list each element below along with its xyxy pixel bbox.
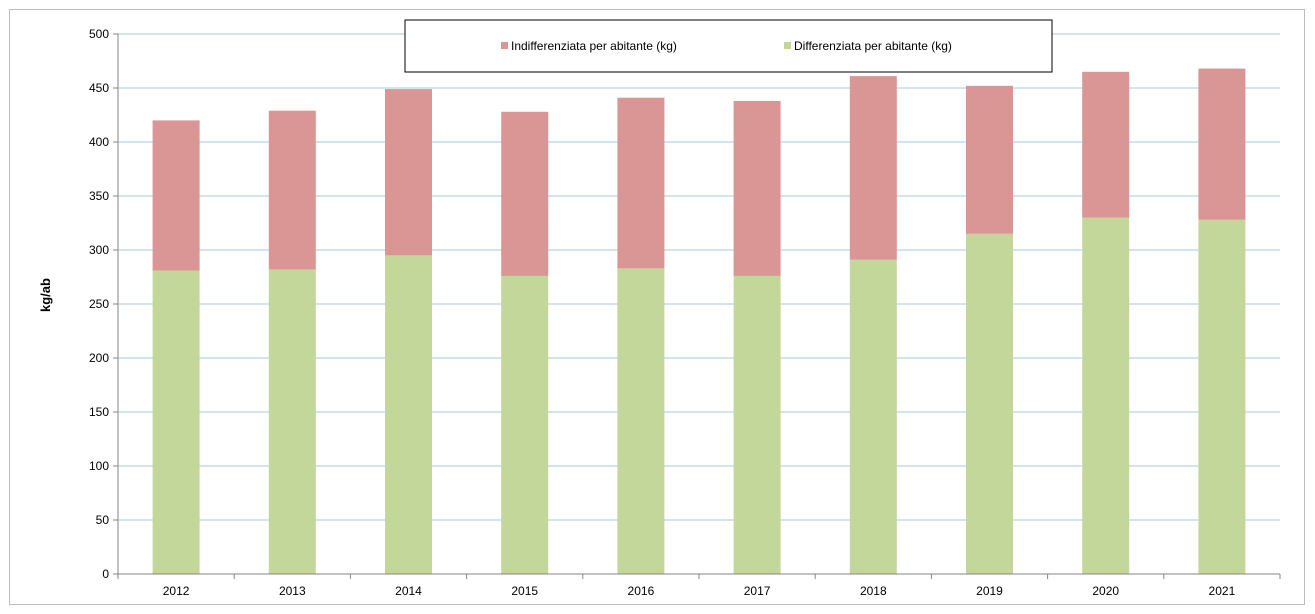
y-tick-label: 450	[89, 81, 109, 95]
bar-differenziata-2019	[966, 233, 1013, 575]
y-tick-label: 300	[89, 243, 109, 257]
x-tick-label: 2017	[744, 584, 771, 598]
bar-indifferenziata-2012	[152, 120, 200, 271]
bar-indifferenziata-2018	[849, 76, 897, 260]
bar-indifferenziata-2017	[733, 100, 781, 276]
bar-differenziata-2013	[268, 269, 316, 574]
bar-indifferenziata-2021	[1198, 68, 1246, 220]
bar-differenziata-2020	[1082, 217, 1130, 574]
y-tick-label: 0	[102, 567, 109, 581]
y-tick-label: 200	[89, 351, 109, 365]
bar-differenziata-2017	[733, 275, 781, 574]
x-tick-label: 2014	[395, 584, 422, 598]
y-tick-label: 350	[89, 189, 109, 203]
bar-indifferenziata-2019	[966, 85, 1013, 234]
bar-differenziata-2014	[385, 255, 432, 574]
bar-indifferenziata-2016	[617, 97, 665, 269]
bar-indifferenziata-2020	[1082, 71, 1130, 218]
y-tick-label: 400	[89, 135, 109, 149]
x-tick-label: 2021	[1209, 584, 1236, 598]
legend: Indifferenziata per abitante (kg) Differe…	[404, 19, 1053, 73]
bar-indifferenziata-2014	[385, 89, 432, 256]
bar-differenziata-2016	[617, 268, 665, 574]
axes: 0 50 100 150 200 250 300 350 400 450 500 2012 2013 20…	[89, 27, 1281, 598]
y-tick-label: 150	[89, 405, 109, 419]
bar-differenziata-2012	[152, 270, 200, 574]
bars	[152, 68, 1246, 575]
bar-differenziata-2018	[849, 259, 897, 574]
legend-box	[404, 19, 1053, 73]
y-tick-label: 100	[89, 459, 109, 473]
legend-label: Differenziata per abitante (kg)	[794, 39, 952, 53]
x-tick-label: 2018	[860, 584, 887, 598]
y-tick-label: 250	[89, 297, 109, 311]
legend-swatch	[784, 42, 791, 49]
bar-differenziata-2015	[501, 275, 549, 574]
x-tick-label: 2016	[628, 584, 655, 598]
bar-differenziata-2021	[1198, 219, 1246, 574]
y-tick-label: 50	[96, 513, 110, 527]
x-tick-label: 2013	[279, 584, 306, 598]
x-tick-label: 2015	[511, 584, 538, 598]
bar-indifferenziata-2015	[501, 111, 549, 276]
bar-indifferenziata-2013	[268, 110, 316, 270]
x-tick-label: 2019	[976, 584, 1003, 598]
y-tick-label: 500	[89, 27, 109, 41]
x-tick-label: 2012	[163, 584, 190, 598]
legend-label: Indifferenziata per abitante (kg)	[511, 39, 677, 53]
x-tick-label: 2020	[1092, 584, 1119, 598]
legend-swatch	[501, 42, 508, 49]
y-axis-title: kg/ab	[38, 278, 53, 312]
